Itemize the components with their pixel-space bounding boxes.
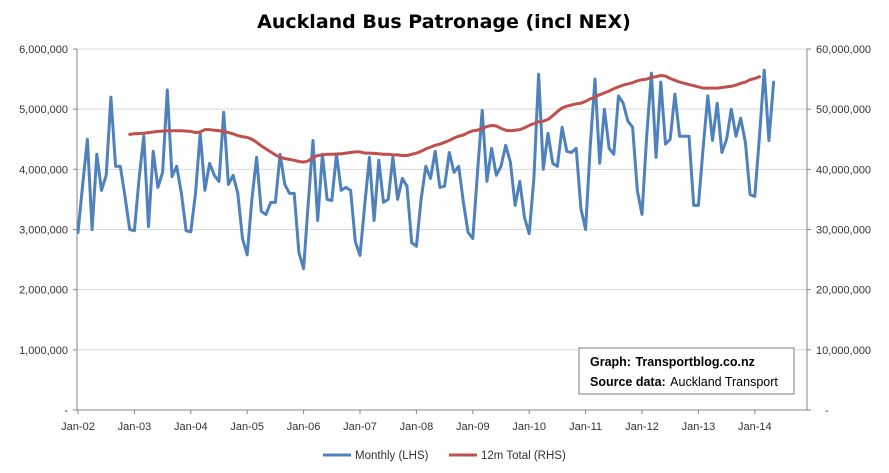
y-tick-label-left: 3,000,000 (19, 225, 68, 237)
x-tick-label: Jan-10 (512, 421, 546, 433)
x-tick-label: Jan-04 (174, 421, 208, 433)
legend-label-monthly: Monthly (LHS) (355, 450, 429, 462)
series-line-monthly (76, 68, 776, 271)
y-tick-label-left: 1,000,000 (19, 345, 68, 357)
legend: Monthly (LHS) 12m Total (RHS) (323, 450, 566, 462)
y-tick-label-right: 40,000,000 (816, 164, 871, 176)
y-tick-label-left: 4,000,000 (19, 164, 68, 176)
x-tick-label: Jan-02 (61, 421, 95, 433)
x-tick-label: Jan-14 (738, 421, 772, 433)
x-tick-label: Jan-08 (400, 421, 434, 433)
chart-title: Auckland Bus Patronage (incl NEX) (257, 11, 631, 33)
y-tick-label-left: 6,000,000 (19, 44, 68, 56)
y-tick-label-right: - (825, 405, 829, 417)
y-tick-label-left: - (64, 405, 68, 417)
x-tick-label: Jan-06 (287, 421, 321, 433)
series-line-12m-total (128, 74, 761, 164)
series-layer (76, 68, 776, 271)
y-tick-labels-left: - 1,000,000 2,000,000 3,000,000 4,000,000 5,0… (19, 44, 68, 417)
y-tick-label-left: 2,000,000 (19, 285, 68, 297)
y-tick-label-right: 30,000,000 (816, 225, 871, 237)
x-tick-label: Jan-07 (343, 421, 377, 433)
x-tick-label: Jan-03 (118, 421, 152, 433)
y-tick-label-right: 10,000,000 (816, 345, 871, 357)
source-note: Graph: Transportblog.co.nz Source data: … (578, 347, 795, 395)
source-note-box (578, 347, 795, 395)
y-tick-label-right: 60,000,000 (816, 44, 871, 56)
x-tick-labels: Jan-02 Jan-03 Jan-04 Jan-05 Jan-06 Jan-07 Jan-… (61, 421, 771, 433)
x-tick-label: Jan-11 (569, 421, 602, 433)
x-tick-label: Jan-05 (230, 421, 264, 433)
x-tick-label: Jan-13 (682, 421, 716, 433)
y-tick-label-left: 5,000,000 (19, 104, 68, 116)
source-note-line2: Source data: Auckland Transport (590, 373, 778, 390)
y-tick-labels-right: - 10,000,000 20,000,000 30,000,000 40,000,00… (816, 44, 871, 417)
source-note-line1: Graph: Transportblog.co.nz (590, 353, 755, 370)
y-tick-label-right: 50,000,000 (816, 104, 871, 116)
legend-label-12m-total: 12m Total (RHS) (481, 450, 566, 462)
x-tick-label: Jan-09 (456, 421, 490, 433)
y-tick-label-right: 20,000,000 (816, 285, 871, 297)
x-tick-label: Jan-12 (625, 421, 659, 433)
